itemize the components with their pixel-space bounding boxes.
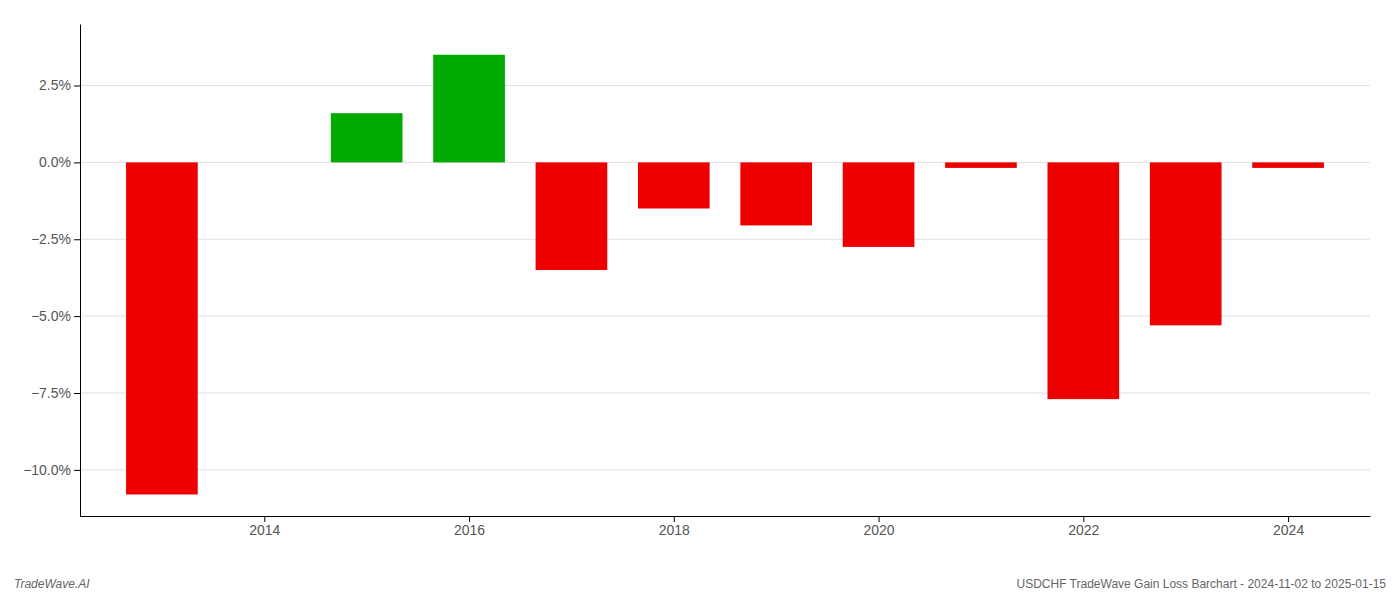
y-tick: 2.5%: [39, 77, 80, 93]
bar: [945, 162, 1017, 168]
x-tick-label: 2016: [454, 522, 485, 538]
y-tick: 0.0%: [39, 154, 80, 170]
grid: [80, 86, 1370, 470]
x-tick-label: 2022: [1068, 522, 1099, 538]
bar: [433, 55, 505, 163]
footer-right: USDCHF TradeWave Gain Loss Barchart - 20…: [1016, 577, 1386, 591]
x-tick: 2018: [659, 516, 690, 538]
grid-line: [80, 469, 1370, 470]
x-tick: 2014: [249, 516, 280, 538]
y-tick-mark: [74, 239, 80, 240]
grid-line: [80, 85, 1370, 86]
footer-left: TradeWave.AI: [14, 577, 90, 591]
bar: [638, 162, 710, 208]
bar: [843, 162, 915, 247]
y-tick-mark: [74, 316, 80, 317]
bar: [740, 162, 812, 225]
x-tick-label: 2020: [863, 522, 894, 538]
y-tick: −7.5%: [31, 385, 80, 401]
bar: [331, 113, 403, 162]
y-axis: −10.0% −7.5% −5.0% −2.5% 0.0% 2.5%: [23, 25, 80, 517]
bar: [1048, 162, 1120, 399]
bar: [1252, 162, 1324, 168]
y-tick-mark: [74, 86, 80, 87]
footer: TradeWave.AI USDCHF TradeWave Gain Loss B…: [14, 577, 1386, 591]
x-tick: 2016: [454, 516, 485, 538]
bar: [536, 162, 608, 270]
y-axis-line: [80, 25, 81, 517]
y-tick-label: −7.5%: [31, 385, 71, 401]
x-tick-label: 2024: [1273, 522, 1304, 538]
y-tick-mark: [74, 162, 80, 163]
x-tick: 2020: [863, 516, 894, 538]
y-tick-mark: [74, 393, 80, 394]
y-tick: −2.5%: [31, 231, 80, 247]
x-axis-line: [81, 516, 1371, 517]
x-tick: 2024: [1273, 516, 1304, 538]
y-tick-label: 0.0%: [39, 154, 71, 170]
y-tick-label: 2.5%: [39, 77, 71, 93]
y-tick-mark: [74, 470, 80, 471]
bar: [1150, 162, 1222, 325]
x-tick-label: 2018: [659, 522, 690, 538]
y-tick: −10.0%: [23, 462, 80, 478]
y-tick-label: −10.0%: [23, 462, 71, 478]
y-tick-label: −2.5%: [31, 231, 71, 247]
bar: [126, 162, 198, 494]
y-tick: −5.0%: [31, 308, 80, 324]
bars: [126, 55, 1324, 495]
x-tick: 2022: [1068, 516, 1099, 538]
x-tick-label: 2014: [249, 522, 280, 538]
y-tick-label: −5.0%: [31, 308, 71, 324]
x-axis: 2014 2016 2018 2020 2022 2024: [81, 516, 1371, 538]
bar: [228, 162, 300, 163]
grid-line: [80, 393, 1370, 394]
chart: −10.0%−7.5%−5.0%−2.5%0.0%2.5%20142016201…: [0, 0, 1400, 600]
